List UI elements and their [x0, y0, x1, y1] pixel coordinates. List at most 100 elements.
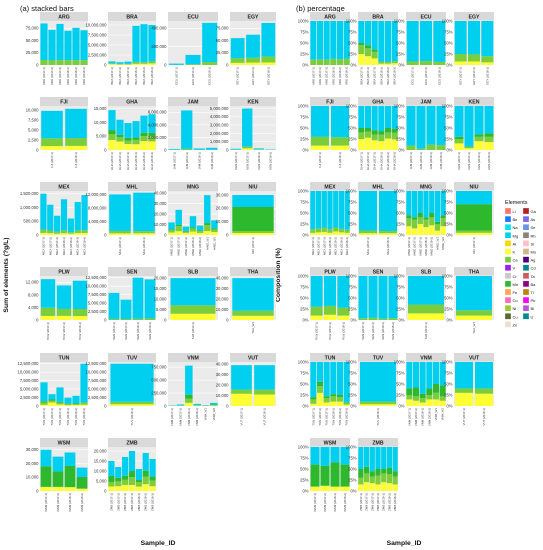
bar-segment-arg-2018-3-mg: [343, 21, 350, 59]
facet-strip: [310, 438, 350, 447]
bar-segment-mng-w1-mg: [434, 191, 440, 222]
bar-segment-tun-2017-1-mg: [310, 362, 317, 398]
bar-segment-zmb-2018-2-mn: [386, 467, 392, 475]
bar-segment-vut-2018-1-ca: [254, 389, 275, 395]
y-tick-label: 0: [226, 147, 229, 152]
legend-swatch-be: [504, 215, 512, 223]
plot-background: [108, 106, 156, 150]
bar-segment-bra-2018-3-ca: [148, 61, 156, 64]
facet-strip: [454, 97, 494, 106]
bar-segment-niu-2017-1-mg: [232, 195, 274, 207]
y-tick-label: 20,000: [216, 382, 229, 387]
bar-segment-ken-2018-1-mg: [253, 148, 264, 150]
facet-title: SEN: [127, 270, 138, 276]
bar-segment-mex-2017-3-k: [54, 233, 61, 235]
bar-segment-tun-2018-2-ca: [337, 397, 343, 402]
bar-segment-bra-2018-1-ca: [132, 61, 140, 64]
bar-segment-mex-2017-3-mg: [54, 215, 61, 232]
facet-title: KEN: [469, 100, 480, 106]
bar-segment-fji-2018-1-mg: [65, 108, 87, 139]
y-tick-label: 100%: [298, 359, 309, 364]
bar-segment-wsm-2017-1-mg: [310, 447, 320, 465]
bar-segment-mng-2017-2-k: [175, 231, 182, 235]
x-tick-label: WSM (2017-1): [313, 493, 317, 512]
bar-segment-plw-2018-1-ca: [337, 307, 350, 316]
x-tick-label: MNG_W1: [435, 237, 439, 250]
y-tick-label: 10,000,000: [86, 284, 108, 289]
bar-segment-jam-2018-1-mg: [193, 148, 205, 150]
bar-segment-egy-2017-2-mg: [246, 34, 260, 58]
facet-strip: [108, 12, 156, 21]
bar-segment-mng-w2-mg: [440, 191, 446, 216]
bar-segment-tun-2017-1-k: [40, 404, 48, 406]
legend-swatch-as: [522, 215, 530, 223]
bar-segment-tun-2017-3-ca: [323, 398, 330, 403]
bar-segment-slb-2017-1-ca: [170, 305, 216, 314]
x-tick-label: SEN (2018-2): [148, 322, 152, 340]
y-tick-label: 0%: [398, 62, 404, 67]
bar-segment-zmb-2017-2-mn: [115, 477, 122, 482]
bar-segment-bra-2017-3-mg: [124, 61, 132, 64]
facet-sen: SEN 0% 25% 50% 75% 100% SEN (2017-1) SEN (2017-…: [346, 267, 398, 340]
bar-segment-ken-2017-1-mg: [230, 148, 241, 150]
bar-segment-niu-2017-1-ca: [232, 231, 274, 233]
x-tick-label: ZMB (2018-2): [387, 493, 391, 511]
legend-swatch-v: [504, 264, 512, 271]
y-tick-label: 7,500,000: [88, 378, 107, 383]
bar-segment-plw-2017-1-k: [40, 315, 56, 320]
bar-segment-bra-2017-1-mg: [358, 21, 365, 43]
bar-segment-sen-2017-2-mg: [368, 276, 378, 318]
x-tick-label: SEN (2017-2): [371, 322, 375, 340]
bar-segment-mex-2017-1-mg: [310, 191, 316, 230]
facet-title: NIU: [470, 185, 479, 191]
bar-segment-zmb-2017-1-mg: [108, 461, 115, 476]
x-tick-label: EGY (2017-1): [459, 67, 463, 85]
y-tick-label: 0%: [302, 488, 308, 493]
bar-segment-bra-2017-1-ca: [108, 63, 116, 65]
plot-background: [230, 106, 276, 150]
bar-segment-mng-2018-1-k: [189, 231, 197, 235]
y-tick-label: 75%: [300, 370, 309, 375]
legend-label-mo: Mo: [531, 250, 537, 255]
bar-segment-tun-2018-1-k: [64, 405, 72, 406]
bar-segment-bra-2018-2-ca: [140, 62, 148, 64]
legend-swatch-u: [522, 313, 530, 320]
facet-strip: [168, 182, 218, 191]
bar-segment-mex-2017-1-ca: [310, 229, 316, 233]
y-tick-label: 50%: [396, 381, 405, 386]
bar-segment-bra-2017-3-k: [371, 58, 378, 65]
bar-segment-mng-w1-mn: [434, 221, 440, 224]
x-tick-label: NIU (2017-1): [251, 237, 255, 254]
bar-segment-mhl-2017-1-k: [359, 233, 377, 235]
y-tick-label: 5,000,000: [88, 42, 107, 47]
bar-segment-arg-2017-1-ca: [40, 60, 48, 65]
facet-title: SEN: [373, 270, 384, 276]
y-tick-label: 2,000,000: [210, 131, 229, 136]
y-tick-label: 10,000,000: [86, 22, 108, 27]
bar-segment-niu-2017-1-mn: [232, 207, 274, 231]
legend-swatch-pb: [522, 296, 530, 304]
x-tick-label: WSM (2018-2): [343, 493, 347, 512]
y-tick-label: 50%: [348, 125, 357, 130]
bar-segment-zmb-2017-4-mn: [128, 471, 136, 477]
y-tick-label: 50%: [444, 210, 453, 215]
bar-segment-plw-2017-2-k: [324, 314, 336, 320]
bar-segment-gha-2018-2-ca: [140, 136, 148, 142]
y-tick-label: 0%: [302, 62, 308, 67]
y-tick-label: 50%: [300, 210, 309, 215]
x-tick-label: ARG (2018-2): [74, 67, 78, 85]
y-tick-label: 75%: [348, 455, 357, 460]
y-tick-label: 25%: [444, 221, 453, 226]
bar-segment-vut-2018-1-mg: [475, 362, 493, 389]
bar-segment-mex-2018-3-k: [74, 233, 81, 235]
bar-segment-tun-2017-2-k: [317, 392, 323, 406]
bar-segment-tuv-2018-1-k: [110, 404, 154, 406]
y-tick-label: 7,500,000: [88, 32, 107, 37]
bar-segment-fji-2018-1-ca: [65, 138, 87, 146]
bar-segment-vnm-w2-mg: [210, 402, 218, 405]
x-tick-label: GHA (2017-2): [118, 152, 122, 170]
bar-segment-fji-2018-1-k: [331, 145, 349, 150]
bar-segment-mhl-2017-1-mg: [109, 194, 131, 231]
bar-segment-mng-2018-1-ca: [423, 219, 429, 228]
legend-label-ta: Ta: [531, 274, 536, 279]
